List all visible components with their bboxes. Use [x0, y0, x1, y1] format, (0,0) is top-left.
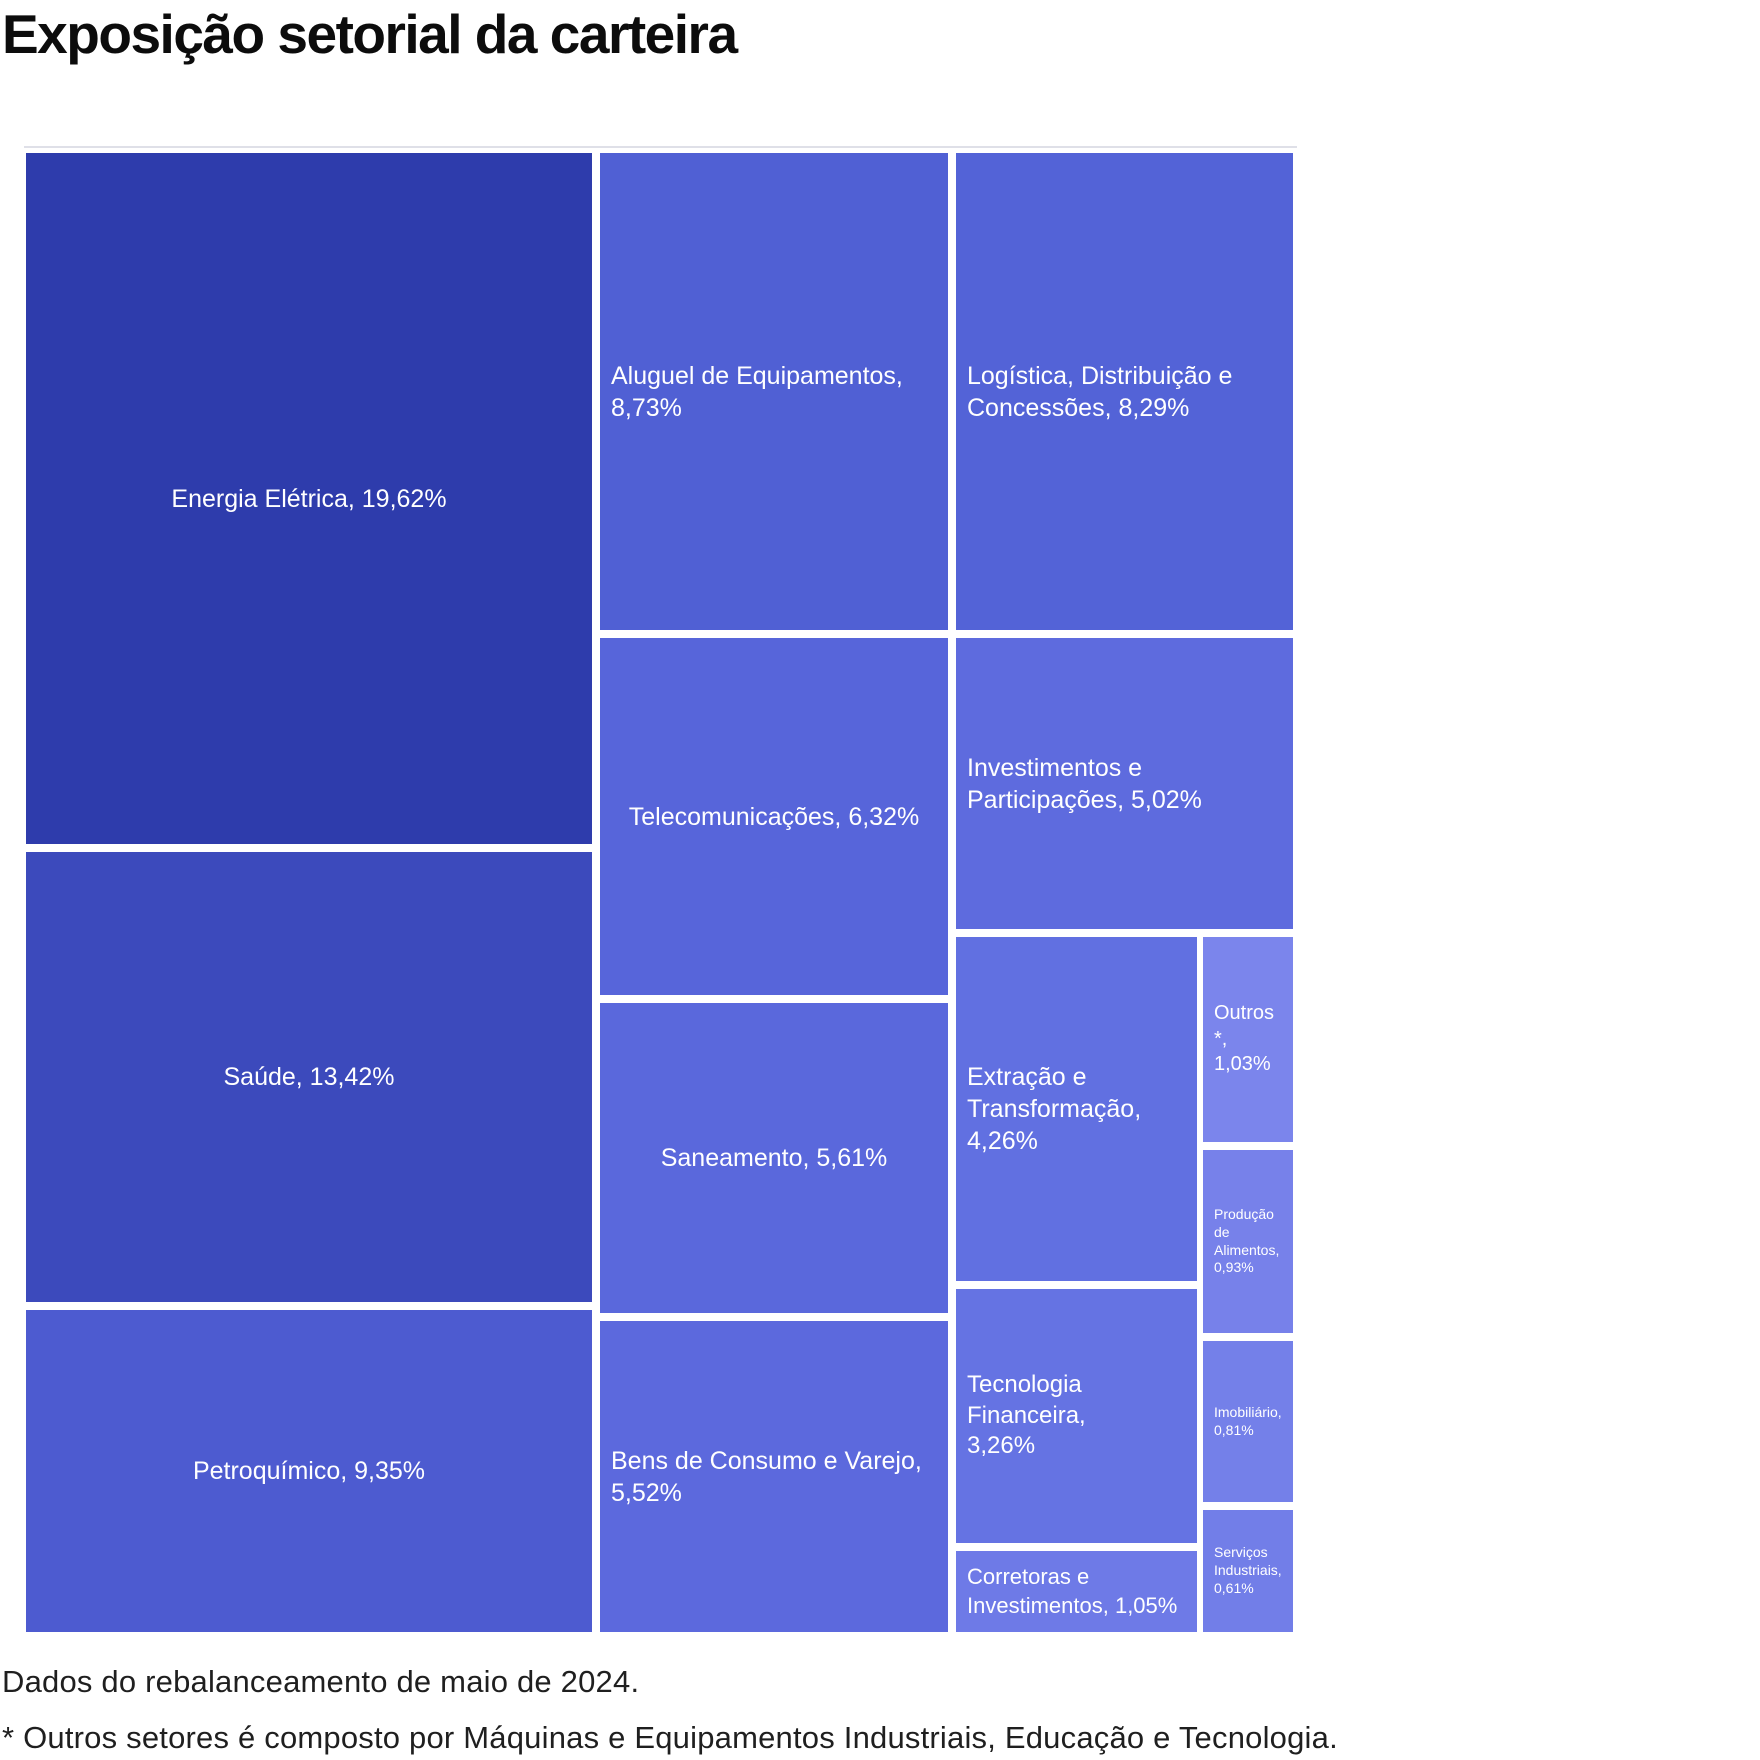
treemap-cell-outros[interactable]: Outros *, 1,03%: [1203, 937, 1293, 1142]
treemap-cell-label: Outros *, 1,03%: [1214, 1002, 1275, 1076]
treemap-cell-petroquimico[interactable]: Petroquímico, 9,35%: [26, 1310, 592, 1632]
treemap-cell-tecnologia-financeira[interactable]: Tecnologia Financeira, 3,26%: [956, 1289, 1197, 1543]
treemap-cell-label: Saneamento, 5,61%: [660, 1144, 888, 1172]
treemap-cell-label: Saúde, 13,42%: [223, 1063, 395, 1091]
treemap-cell-label: Logística, Distribuição e Concessões, 8,2…: [967, 361, 1233, 422]
treemap-cell-investimentos-e-participacoes[interactable]: Investimentos e Participações, 5,02%: [956, 638, 1293, 929]
treemap-cell-label: Energia Elétrica, 19,62%: [171, 484, 447, 513]
treemap-cell-label: Tecnologia Financeira, 3,26%: [967, 1370, 1086, 1460]
chart-top-divider: [24, 146, 1297, 148]
treemap-cell-extracao-e-transformacao[interactable]: Extração e Transformação, 4,26%: [956, 937, 1197, 1281]
page-title: Exposição setorial da carteira: [2, 3, 738, 65]
treemap-cell-saude[interactable]: Saúde, 13,42%: [26, 852, 592, 1302]
treemap-cell-aluguel-de-equipamentos[interactable]: Aluguel de Equipamentos, 8,73%: [600, 153, 948, 630]
treemap-cell-label: Telecomunicações, 6,32%: [628, 802, 920, 831]
treemap-cell-label: Extração e Transformação, 4,26%: [967, 1063, 1142, 1155]
treemap-cell-label: Investimentos e Participações, 5,02%: [967, 753, 1202, 814]
footnote-data-source: Dados do rebalanceamento de maio de 2024…: [2, 1664, 640, 1699]
footnote-outros-definition: * Outros setores é composto por Máquinas…: [2, 1720, 1338, 1755]
treemap-cell-servicos-industriais[interactable]: Serviços Industriais, 0,61%: [1203, 1510, 1293, 1632]
treemap-cell-imobiliario[interactable]: Imobiliário, 0,81%: [1203, 1341, 1293, 1502]
treemap-cell-label: Aluguel de Equipamentos, 8,73%: [611, 361, 903, 422]
treemap-cell-telecomunicacoes[interactable]: Telecomunicações, 6,32%: [600, 638, 948, 995]
treemap-cell-energia-eletrica[interactable]: Energia Elétrica, 19,62%: [26, 153, 592, 844]
treemap-cell-logistica-distribuicao-e-concessoes[interactable]: Logística, Distribuição e Concessões, 8,2…: [956, 153, 1293, 630]
treemap-cell-label: Bens de Consumo e Varejo, 5,52%: [611, 1446, 922, 1507]
treemap-cell-bens-de-consumo-e-varejo[interactable]: Bens de Consumo e Varejo, 5,52%: [600, 1321, 948, 1632]
treemap-cell-producao-de-alimentos[interactable]: Produção de Alimentos, 0,93%: [1203, 1150, 1293, 1333]
treemap-cell-corretoras-e-investimentos[interactable]: Corretoras e Investimentos, 1,05%: [956, 1551, 1197, 1632]
treemap-cell-label: Petroquímico, 9,35%: [192, 1457, 426, 1485]
treemap-cell-label: Corretoras e Investimentos, 1,05%: [967, 1564, 1178, 1618]
treemap-cell-saneamento[interactable]: Saneamento, 5,61%: [600, 1003, 948, 1313]
treemap-cell-label: Imobiliário, 0,81%: [1214, 1403, 1282, 1438]
treemap-cell-label: Serviços Industriais, 0,61%: [1214, 1544, 1282, 1596]
treemap-cell-label: Produção de Alimentos, 0,93%: [1214, 1205, 1280, 1276]
